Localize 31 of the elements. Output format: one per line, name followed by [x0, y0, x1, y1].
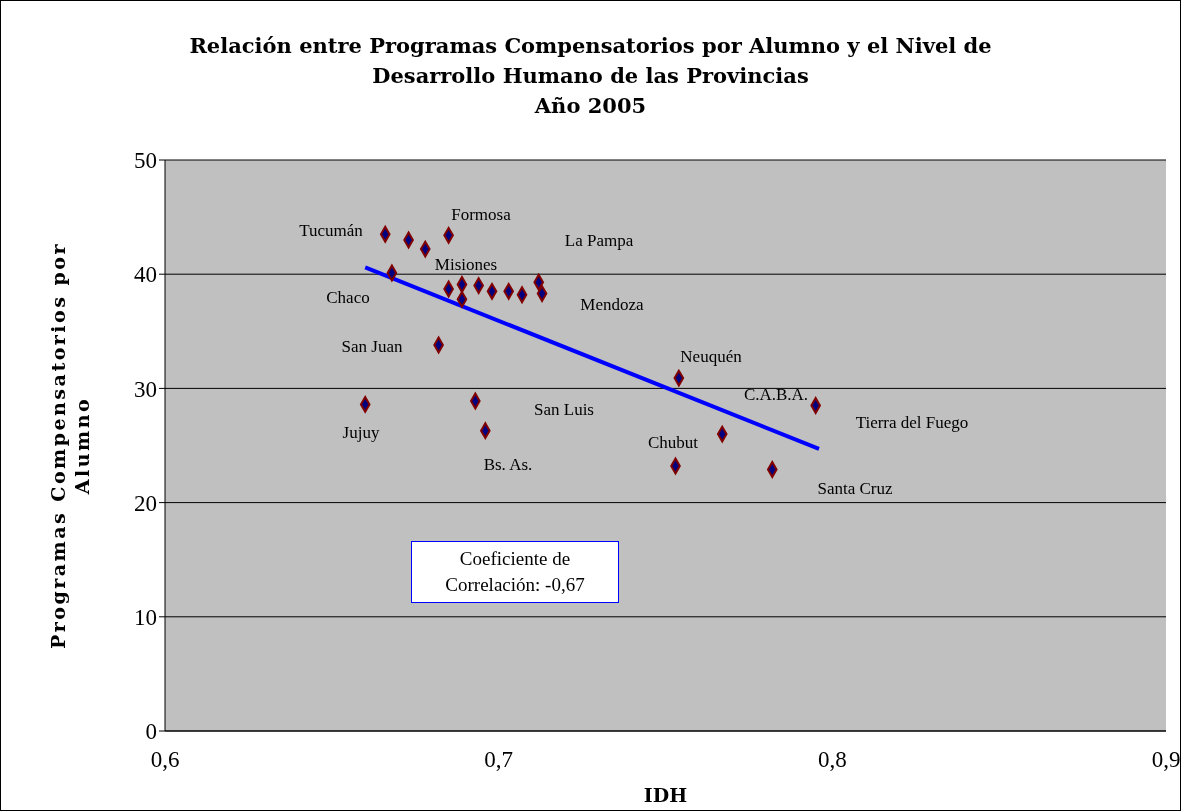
- annotation: Formosa: [451, 205, 511, 225]
- note-box: Coeficiente de Correlación: -0,67: [411, 541, 619, 603]
- point: [766, 461, 778, 478]
- point: [456, 276, 468, 293]
- x-tick-label: 0,7: [484, 747, 514, 773]
- annotation: Bs. As.: [483, 455, 533, 475]
- y-tick-label: 0: [145, 719, 157, 745]
- y-tick-label: 30: [134, 376, 157, 402]
- annotation: Mendoza: [580, 295, 644, 315]
- annotation: Santa Cruz: [817, 479, 893, 499]
- x-tick-label: 0,8: [817, 747, 847, 773]
- annotation: Chaco: [326, 288, 370, 308]
- x-axis-title: IDH: [643, 784, 688, 806]
- annotation: San Luis: [534, 400, 594, 420]
- annotation: C.A.B.A.: [743, 385, 809, 405]
- y-tick-label: 40: [134, 262, 157, 288]
- x-tick-label: 0,9: [1151, 747, 1181, 773]
- annotation: Tierra del Fuego: [855, 413, 969, 433]
- annotation: Tucumán: [299, 221, 363, 241]
- y-tick-label: 10: [134, 604, 157, 630]
- chart-title: Relación entre Programas Compensatorios por Alumno y el Nivel de Desarrollo Humano de las Provincias Año 2005: [189, 33, 992, 118]
- annotation: La Pampa: [564, 231, 634, 251]
- y-tick-label: 20: [134, 490, 157, 516]
- x-tick-label: 0,6: [150, 747, 180, 773]
- y-tick-label: 50: [134, 148, 157, 174]
- annotation: Chubut: [647, 433, 699, 453]
- annotation: Jujuy: [342, 423, 380, 443]
- annotation: San Juan: [341, 337, 403, 357]
- annotation: Misiones: [434, 255, 498, 275]
- y-axis-title: Programas Compensatorios por Alumno: [47, 241, 93, 650]
- annotation: Neuquén: [680, 347, 742, 367]
